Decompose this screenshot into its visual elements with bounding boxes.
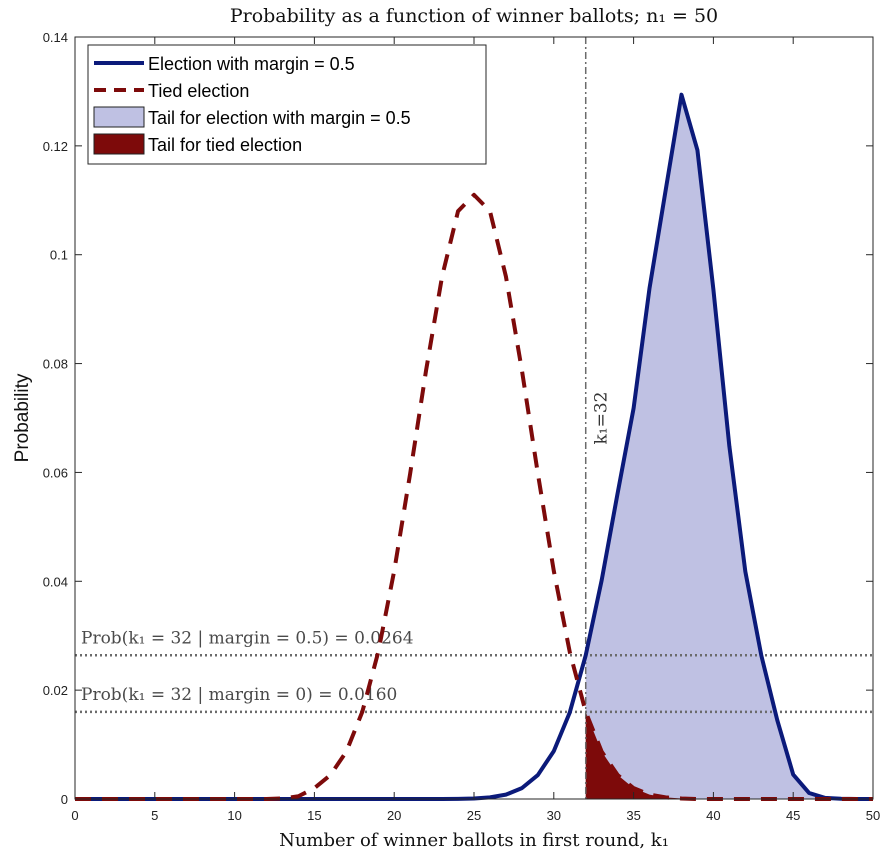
y-tick-label: 0.14 — [43, 30, 68, 45]
legend-label-2: Tail for election with margin = 0.5 — [148, 108, 411, 128]
x-tick-label: 25 — [467, 808, 481, 823]
legend-box — [87, 44, 487, 165]
y-tick-label: 0 — [61, 792, 68, 807]
x-tick-label: 50 — [866, 808, 880, 823]
y-tick-label: 0.08 — [43, 357, 68, 372]
x-tick-label: 30 — [547, 808, 561, 823]
chart-title: Probability as a function of winner ball… — [230, 5, 718, 27]
y-tick-label: 0.06 — [43, 465, 68, 480]
x-tick-label: 20 — [387, 808, 401, 823]
y-axis-label: Probability — [12, 373, 33, 462]
legend-swatch-patch-3 — [93, 133, 145, 155]
legend-label-3: Tail for tied election — [148, 135, 302, 155]
x-tick-label: 45 — [786, 808, 800, 823]
y-tick-label: 0.04 — [43, 574, 68, 589]
tail-fill-1 — [585, 711, 873, 799]
reference-hline-label-1: Prob(k₁ = 32 | margin = 0) = 0.0160 — [81, 685, 397, 705]
x-tick-label: 40 — [706, 808, 720, 823]
y-tick-label: 0.02 — [43, 683, 68, 698]
x-tick-label: 15 — [307, 808, 321, 823]
reference-vline-label: k₁=32 — [592, 392, 612, 445]
y-tick-label: 0.12 — [43, 139, 68, 154]
x-tick-label: 35 — [626, 808, 640, 823]
legend-label-1: Tied election — [148, 81, 249, 101]
y-tick-label: 0.1 — [50, 248, 68, 263]
reference-hline-label-0: Prob(k₁ = 32 | margin = 0.5) = 0.0264 — [81, 628, 414, 648]
legend-swatch-patch-2 — [93, 106, 145, 128]
x-tick-label: 0 — [71, 808, 78, 823]
x-tick-label: 10 — [227, 808, 241, 823]
x-axis-label: Number of winner ballots in first round,… — [279, 830, 669, 851]
legend-label-0: Election with margin = 0.5 — [148, 54, 355, 74]
x-tick-label: 5 — [151, 808, 158, 823]
